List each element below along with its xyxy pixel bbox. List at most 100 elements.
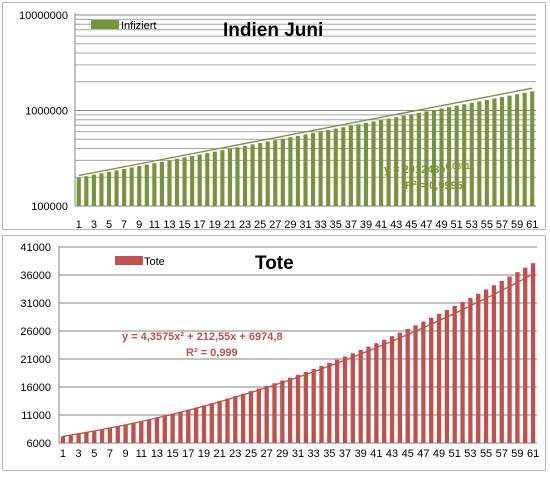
infected-bar	[310, 132, 316, 206]
x-tick-label: 9	[136, 219, 142, 231]
deaths-bar	[131, 423, 136, 443]
x-tick-label: 47	[420, 219, 432, 231]
x-tick-label: 37	[339, 448, 351, 460]
infected-bar	[363, 122, 369, 206]
x-tick-label: 55	[481, 219, 493, 231]
deaths-bar	[186, 409, 191, 443]
infected-bar	[242, 145, 248, 206]
x-tick-label: 59	[511, 219, 523, 231]
x-tick-label: 15	[166, 448, 178, 460]
x-tick-label: 21	[214, 448, 226, 460]
infected-bar	[167, 160, 172, 206]
x-tick-label: 47	[417, 448, 429, 460]
infected-bar	[522, 92, 527, 206]
deaths-chart-title: Tote	[255, 253, 294, 274]
infected-bar	[378, 120, 384, 206]
infected-gridlines	[75, 14, 536, 207]
infected-bar	[439, 108, 444, 206]
deaths-bar	[123, 424, 128, 443]
infected-bar	[341, 127, 346, 206]
deaths-bar	[366, 346, 371, 443]
infected-bar	[431, 110, 437, 206]
infected-bar	[250, 144, 255, 206]
infected-bar	[129, 167, 134, 206]
x-tick-label: 5	[106, 219, 112, 231]
deaths-bar	[162, 415, 167, 443]
infected-bar	[288, 137, 293, 206]
y-tick-label: 41000	[20, 242, 51, 254]
y-tick-label: 6000	[27, 438, 51, 450]
y-tick-label: 26000	[20, 326, 51, 338]
x-tick-label: 49	[435, 219, 447, 231]
infected-legend-label: Infiziert	[121, 20, 156, 32]
deaths-bar	[374, 343, 379, 443]
y-tick-label: 36000	[20, 270, 51, 282]
x-tick-label: 45	[405, 219, 417, 231]
deaths-bar	[107, 427, 113, 443]
deaths-r2-text: R² = 0,999	[186, 347, 238, 359]
deaths-bar	[154, 417, 160, 443]
deaths-bar	[389, 336, 395, 443]
deaths-chart: 600011000160002100026000310003600041000 …	[20, 242, 539, 460]
x-tick-label: 15	[178, 219, 190, 231]
deaths-bar	[99, 429, 105, 443]
x-tick-label: 1	[76, 219, 82, 231]
deaths-bar	[342, 356, 348, 443]
infected-bar	[258, 143, 263, 206]
x-tick-label: 33	[308, 448, 320, 460]
x-tick-label: 19	[209, 219, 221, 231]
deaths-bar	[272, 383, 277, 443]
deaths-bar	[146, 419, 152, 443]
x-tick-label: 3	[91, 219, 97, 231]
deaths-bar	[76, 433, 81, 443]
deaths-bar	[209, 403, 214, 443]
x-tick-label: 61	[526, 219, 538, 231]
y-tick-label: 21000	[20, 354, 51, 366]
infected-legend: Infiziert	[91, 20, 156, 32]
deaths-bar	[233, 396, 238, 443]
deaths-bar	[468, 297, 473, 443]
x-tick-label: 29	[284, 219, 296, 231]
deaths-bar	[476, 293, 481, 443]
y-tick-label: 11000	[21, 410, 51, 422]
x-tick-label: 43	[386, 448, 398, 460]
deaths-bar	[382, 339, 387, 443]
infected-equation-base: y = 201248e	[384, 164, 445, 176]
deaths-bar	[225, 398, 230, 443]
infected-bar	[356, 124, 361, 206]
deaths-bar	[483, 289, 489, 443]
x-tick-label: 27	[261, 448, 273, 460]
deaths-bar	[507, 276, 512, 443]
x-tick-label: 55	[480, 448, 492, 460]
x-tick-label: 57	[496, 219, 508, 231]
deaths-bar	[358, 349, 363, 443]
deaths-legend-label: Tote	[144, 256, 165, 268]
deaths-bar	[460, 301, 465, 443]
x-tick-label: 43	[390, 219, 402, 231]
x-tick-label: 29	[276, 448, 288, 460]
infected-bar	[190, 155, 195, 206]
deaths-bar	[68, 435, 73, 443]
infected-bar	[265, 141, 270, 206]
deaths-bar	[452, 305, 457, 443]
infected-bar	[348, 125, 353, 206]
infected-bar	[114, 170, 119, 206]
deaths-legend-swatch	[115, 256, 143, 265]
deaths-bar	[240, 393, 246, 443]
x-tick-label: 25	[254, 219, 266, 231]
deaths-bar	[288, 377, 293, 443]
x-tick-label: 13	[151, 448, 163, 460]
infected-bar	[318, 131, 323, 206]
x-tick-label: 1	[60, 448, 66, 460]
infected-x-tick-labels: 1 3 5 7 9 11 13 15 17 19 21 23 25 27 29 31 33 35 37 39 41 43 4…	[76, 219, 539, 231]
deaths-bar	[515, 272, 520, 443]
infected-bar	[416, 112, 421, 206]
deaths-bar	[303, 371, 308, 443]
x-tick-label: 41	[370, 448, 382, 460]
infected-bar	[182, 157, 187, 206]
infected-trendline	[78, 87, 533, 177]
y-tick-label: 16000	[20, 382, 51, 394]
deaths-bar	[264, 385, 269, 443]
deaths-bar	[421, 321, 426, 443]
deaths-bar	[397, 332, 403, 443]
